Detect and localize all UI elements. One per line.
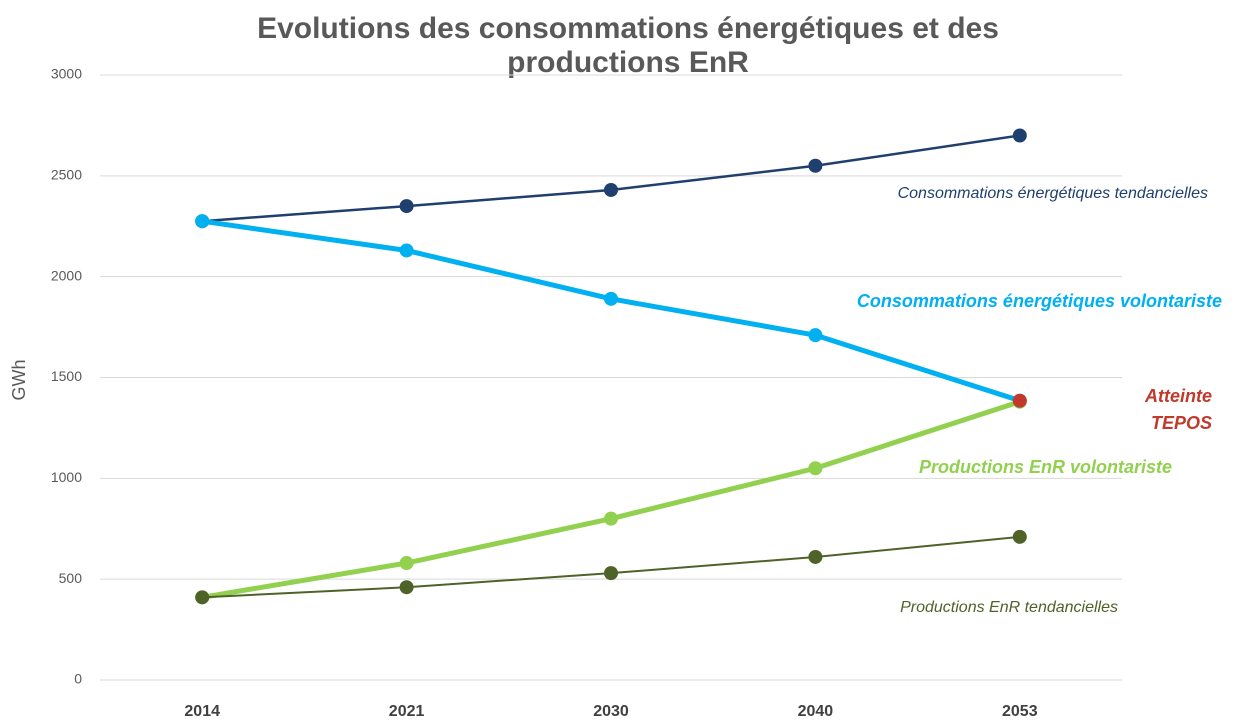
data-point	[808, 158, 823, 173]
y-tick-label: 3000	[51, 66, 82, 82]
data-point	[195, 590, 210, 605]
annotation-point	[1012, 393, 1027, 408]
series-label: Productions EnR volontariste	[919, 457, 1172, 477]
y-axis-label: GWh	[9, 359, 29, 400]
data-point	[195, 214, 210, 229]
y-tick-label: 2000	[51, 267, 82, 283]
annotation-label: Atteinte	[1144, 386, 1212, 406]
annotation-label: TEPOS	[1151, 413, 1212, 433]
data-point	[1012, 128, 1027, 143]
x-tick-label: 2030	[593, 703, 629, 720]
data-point	[399, 556, 414, 571]
x-tick-label: 2040	[798, 703, 834, 720]
data-point	[604, 511, 618, 526]
data-point	[399, 243, 414, 258]
x-tick-label: 2014	[184, 703, 220, 720]
series-label: Consommations énergétiques volontariste	[857, 291, 1222, 311]
data-point	[604, 291, 618, 306]
data-point	[1012, 529, 1027, 544]
series-label: Productions EnR tendancielles	[900, 599, 1118, 616]
chart-title: productions EnR	[507, 46, 749, 79]
data-point	[399, 199, 414, 214]
y-tick-label: 1000	[51, 469, 82, 485]
y-tick-label: 0	[74, 671, 82, 687]
data-point	[604, 566, 618, 581]
data-point	[604, 182, 618, 197]
data-point	[808, 549, 823, 564]
data-point	[399, 580, 414, 595]
data-point	[808, 328, 823, 343]
series-line	[202, 134, 1020, 223]
x-tick-label: 2021	[389, 703, 425, 720]
series-line	[201, 218, 1021, 404]
y-tick-label: 500	[59, 570, 83, 586]
x-tick-label: 2053	[1002, 703, 1038, 720]
data-point	[808, 461, 823, 476]
series-label: Consommations énergétiques tendancielles	[898, 185, 1208, 202]
y-tick-label: 1500	[51, 368, 82, 384]
chart-title: Evolutions des consommations énergétique…	[257, 12, 999, 45]
y-tick-label: 2500	[51, 167, 82, 183]
